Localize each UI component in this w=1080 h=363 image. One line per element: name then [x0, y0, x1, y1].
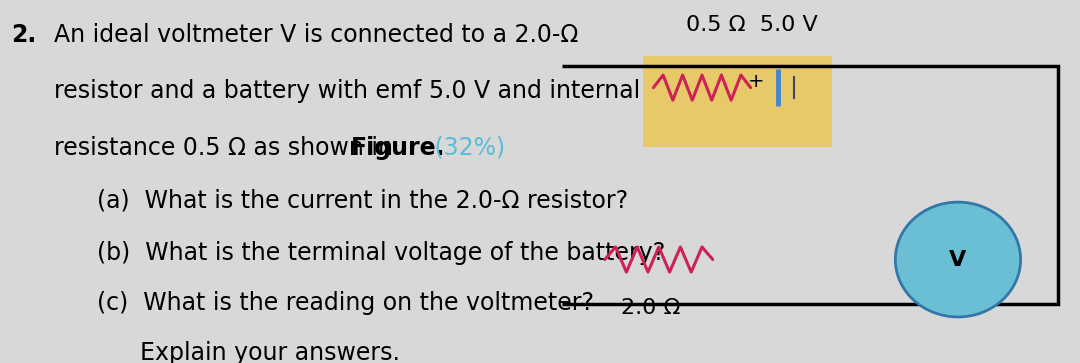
Text: resistance 0.5 Ω as shown in: resistance 0.5 Ω as shown in [54, 135, 401, 160]
Text: resistor and a battery with emf 5.0 V and internal: resistor and a battery with emf 5.0 V an… [54, 79, 640, 103]
Text: 0.5 Ω  5.0 V: 0.5 Ω 5.0 V [686, 15, 818, 35]
Text: 2.: 2. [11, 23, 36, 47]
Text: (b)  What is the terminal voltage of the battery?: (b) What is the terminal voltage of the … [97, 241, 665, 265]
FancyBboxPatch shape [643, 56, 832, 147]
Text: (c)  What is the reading on the voltmeter?: (c) What is the reading on the voltmeter… [97, 291, 594, 315]
Text: Explain your answers.: Explain your answers. [140, 340, 401, 363]
Text: V: V [949, 249, 967, 270]
Text: 2.0 Ω: 2.0 Ω [621, 298, 680, 318]
Text: (32%): (32%) [427, 135, 504, 160]
Text: An ideal voltmeter V is connected to a 2.0-Ω: An ideal voltmeter V is connected to a 2… [54, 23, 579, 47]
Ellipse shape [895, 202, 1021, 317]
Text: +: + [747, 72, 765, 90]
Text: (a)  What is the current in the 2.0-Ω resistor?: (a) What is the current in the 2.0-Ω res… [97, 188, 629, 212]
Text: Figure.: Figure. [351, 135, 446, 160]
